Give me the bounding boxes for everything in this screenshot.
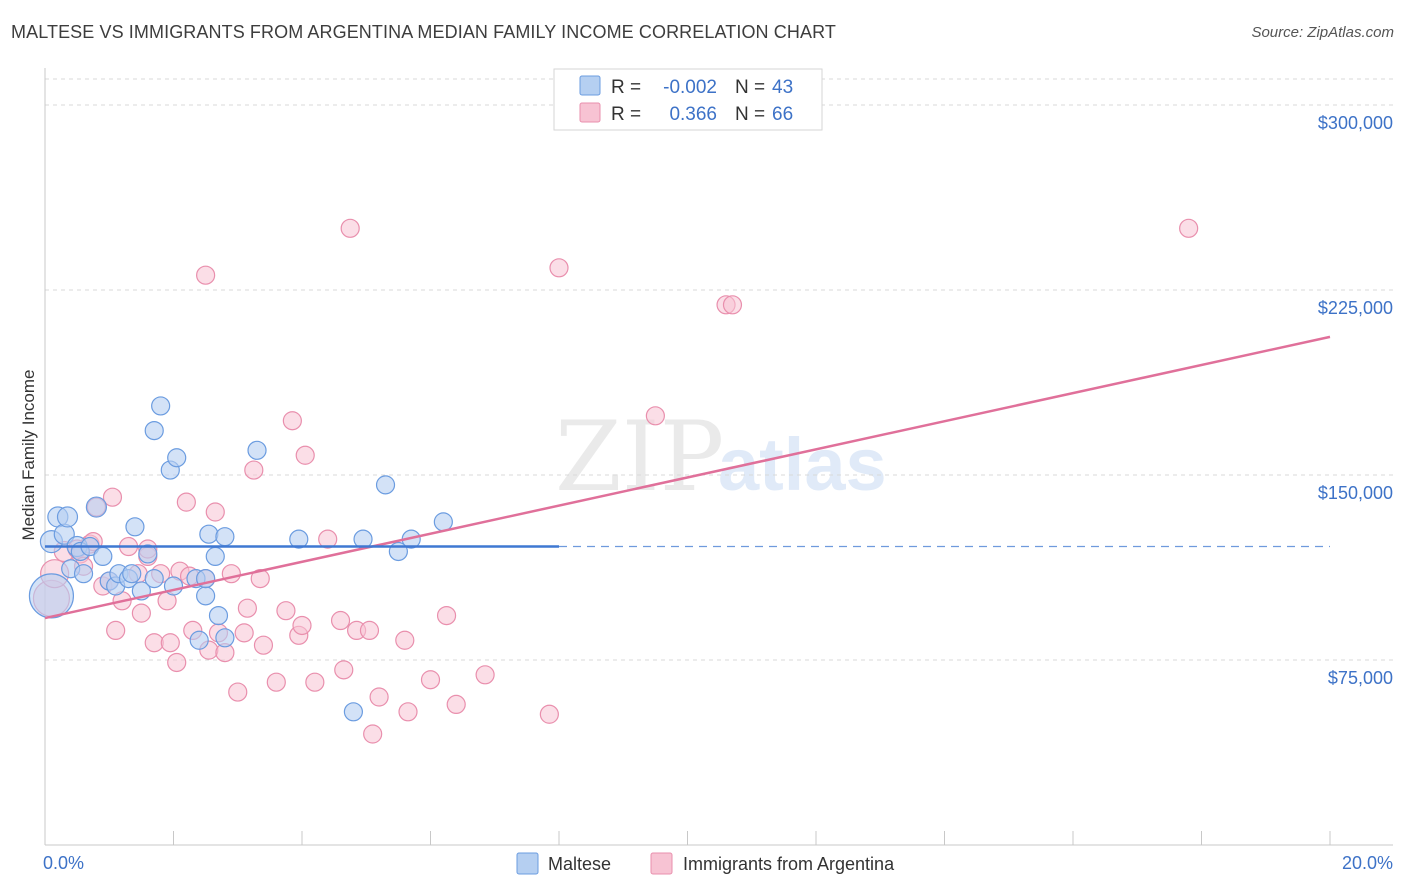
legend-n-value-1: 43 (772, 77, 793, 98)
argentina-point (244, 460, 264, 480)
argentina-point (144, 633, 164, 653)
argentina-trend-line (44, 335, 1331, 620)
legend-r-label-1: R = (611, 77, 641, 98)
y-tick-label: $300,000 (1318, 113, 1393, 133)
maltese-point (433, 512, 453, 532)
maltese-point (205, 546, 225, 567)
argentina-point (436, 605, 457, 626)
legend-swatch-maltese (579, 75, 601, 96)
chart-source: Source: ZipAtlas.com (1251, 24, 1394, 41)
series-legend: Maltese Immigrants from Argentina (516, 852, 895, 875)
correlation-legend: R = -0.002 N = 43 R = 0.366 N = 66 (553, 68, 823, 131)
maltese-point (167, 448, 187, 468)
bottom-legend-argentina: Immigrants from Argentina (683, 854, 895, 874)
y-tick-label: $225,000 (1318, 298, 1393, 318)
legend-r-value-1: -0.002 (663, 77, 717, 98)
legend-n-value-2: 66 (772, 104, 793, 125)
argentina-point (234, 623, 254, 643)
maltese-point (196, 586, 216, 606)
argentina-point (395, 630, 415, 650)
y-axis-label: Median Family Income (19, 369, 38, 540)
y-tick-label: $75,000 (1328, 668, 1393, 688)
argentina-point (276, 601, 296, 621)
maltese-point (215, 527, 235, 547)
argentina-point (1179, 218, 1199, 238)
maltese-point (93, 546, 113, 567)
argentina-point (176, 492, 196, 512)
argentina-point (722, 295, 743, 315)
legend-r-label-2: R = (611, 104, 641, 125)
argentina-point (205, 502, 225, 522)
maltese-point (343, 702, 363, 722)
maltese-point (56, 506, 79, 528)
argentina-point (131, 603, 151, 623)
argentina-point (253, 635, 274, 655)
argentina-point (282, 411, 302, 431)
x-tick-label-min: 0.0% (43, 853, 84, 873)
argentina-point (420, 670, 441, 690)
maltese-point (208, 605, 229, 626)
argentina-point (330, 610, 351, 631)
argentina-point (363, 724, 383, 744)
maltese-point (85, 496, 108, 518)
maltese-point (151, 396, 171, 416)
maltese-point (144, 568, 164, 589)
maltese-points (28, 396, 453, 722)
maltese-point (289, 529, 309, 549)
watermark-zip: ZIP (555, 401, 724, 513)
argentina-point (266, 672, 286, 692)
argentina-point (305, 672, 325, 692)
argentina-point (645, 406, 665, 426)
maltese-point (144, 421, 164, 441)
maltese-point (28, 573, 75, 619)
bottom-legend-maltese: Maltese (548, 854, 611, 874)
maltese-point (73, 564, 94, 584)
argentina-point (106, 620, 126, 641)
legend-r-value-2: 0.366 (669, 104, 717, 125)
chart-title: MALTESE VS IMMIGRANTS FROM ARGENTINA MED… (11, 22, 836, 42)
axes: $75,000 $150,000 $225,000 $300,000 0.0% 20.0% (43, 68, 1393, 873)
y-tick-label: $150,000 (1318, 483, 1393, 503)
argentina-point (539, 704, 559, 724)
bottom-legend-swatch-maltese (516, 852, 539, 875)
argentina-point (292, 615, 312, 636)
argentina-point (398, 702, 418, 722)
argentina-point (250, 568, 270, 589)
maltese-point (138, 544, 158, 564)
argentina-point (475, 665, 495, 685)
argentina-point (295, 445, 315, 465)
argentina-point (228, 682, 248, 702)
argentina-point (334, 660, 354, 680)
argentina-point (160, 633, 180, 653)
argentina-point (549, 258, 569, 278)
argentina-point (221, 564, 241, 584)
maltese-point (189, 630, 209, 650)
bottom-legend-swatch-argentina (650, 852, 673, 875)
argentina-point (359, 620, 380, 641)
argentina-point (167, 652, 187, 673)
x-tick-label-max: 20.0% (1342, 853, 1393, 873)
argentina-point (237, 598, 257, 618)
argentina-point (102, 487, 123, 507)
legend-swatch-argentina (579, 102, 601, 123)
legend-n-label-1: N = (735, 77, 765, 98)
maltese-point (125, 517, 145, 537)
argentina-point (369, 687, 389, 707)
maltese-point (199, 524, 219, 544)
argentina-point (196, 265, 216, 285)
argentina-point (340, 218, 360, 238)
legend-n-label-2: N = (735, 104, 765, 125)
argentina-point (446, 694, 466, 715)
maltese-point (122, 564, 142, 584)
maltese-point (375, 475, 396, 495)
maltese-point (215, 628, 235, 648)
argentina-point (318, 529, 338, 549)
maltese-point (247, 440, 267, 460)
trend-lines (44, 335, 1331, 620)
